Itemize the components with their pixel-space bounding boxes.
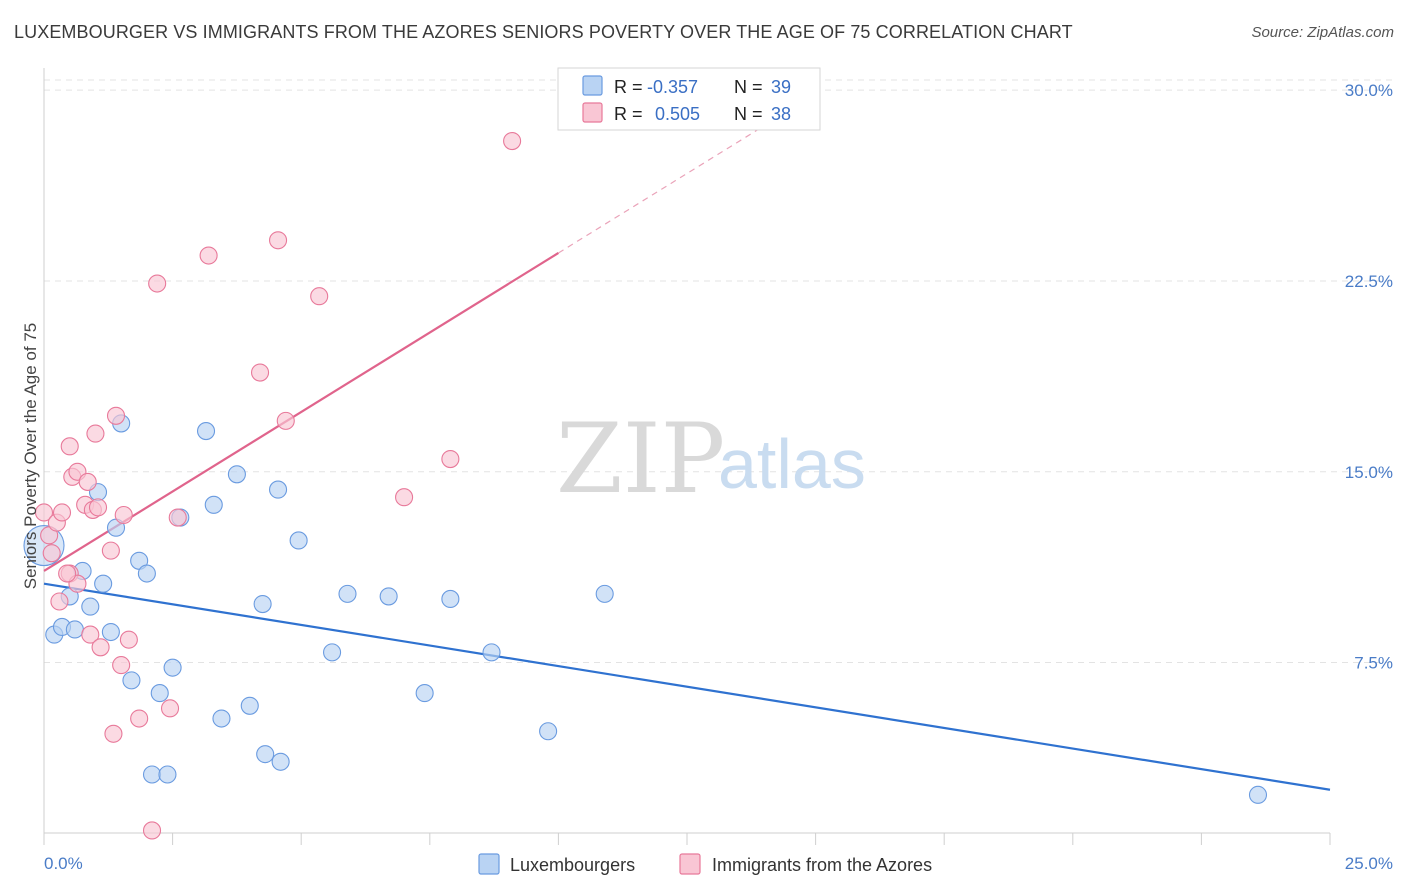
data-point-luxembourgers: [150, 684, 169, 703]
bottom-legend-swatch-azores: [679, 853, 701, 875]
legend-n-label-2: N =: [734, 104, 763, 124]
watermark: ZIP atlas: [556, 403, 866, 515]
data-point-luxembourgers: [539, 722, 558, 741]
data-point-luxembourgers: [253, 594, 272, 614]
data-point-azores: [142, 821, 162, 840]
axes-layer: [43, 68, 1331, 845]
data-point-luxembourgers: [212, 709, 231, 728]
data-point-luxembourgers: [163, 658, 182, 677]
data-point-azores: [199, 246, 218, 265]
data-point-azores: [50, 592, 69, 611]
data-point-luxembourgers: [441, 589, 460, 609]
bottom-legend: Luxembourgers Immigrants from the Azores: [478, 853, 932, 875]
trend-line-extension: [558, 125, 765, 254]
data-point-luxembourgers: [289, 531, 308, 550]
data-point-luxembourgers: [482, 643, 501, 662]
data-point-luxembourgers: [269, 480, 288, 499]
data-point-azores: [114, 505, 133, 525]
y-tick-label: 30.0%: [1345, 81, 1393, 100]
source-credit: Source: ZipAtlas.com: [1251, 24, 1394, 41]
data-point-azores: [86, 424, 105, 443]
y-tick-label: 15.0%: [1345, 463, 1393, 482]
data-point-azores: [60, 437, 79, 456]
data-point-azores: [91, 638, 110, 657]
data-point-azores: [58, 564, 77, 583]
data-point-azores: [104, 724, 123, 743]
legend-r-value-2: 0.505: [655, 104, 700, 124]
x-tick-label: 25.0%: [1345, 854, 1393, 873]
data-point-azores: [34, 503, 54, 522]
legend-r-label-1: R =: [614, 77, 643, 97]
data-point-luxembourgers: [323, 643, 342, 662]
stats-legend: R = -0.357 N = 39 R = 0.505 N = 38: [557, 67, 821, 131]
data-point-luxembourgers: [1248, 785, 1268, 804]
data-point-luxembourgers: [65, 620, 84, 639]
data-point-azores: [106, 406, 126, 425]
data-point-azores: [276, 411, 295, 430]
trend-line-luxembourgers: [43, 582, 1331, 791]
data-point-azores: [250, 363, 270, 382]
data-point-azores: [101, 541, 120, 560]
grid-layer: [44, 79, 1394, 664]
data-point-luxembourgers: [338, 584, 357, 603]
legend-swatch-azores: [582, 102, 603, 123]
data-point-azores: [130, 709, 149, 728]
ticks-layer: 7.5% 15.0% 22.5% 30.0% 0.0% 25.0%: [44, 81, 1393, 873]
y-tick-label: 22.5%: [1345, 272, 1393, 291]
data-point-azores: [112, 656, 131, 675]
data-point-azores: [160, 699, 180, 718]
legend-r-value-1: -0.357: [647, 77, 698, 97]
data-point-luxembourgers: [256, 745, 275, 764]
data-point-luxembourgers: [379, 587, 398, 606]
data-point-luxembourgers: [240, 696, 259, 715]
data-point-azores: [310, 287, 329, 306]
x-tick-label: 0.0%: [44, 854, 83, 873]
data-point-azores: [395, 488, 414, 507]
data-point-luxembourgers: [595, 584, 614, 603]
data-point-luxembourgers: [137, 564, 156, 583]
data-point-azores: [81, 625, 100, 644]
data-point-azores: [52, 503, 72, 522]
y-axis-label: Seniors Poverty Over the Age of 75: [21, 323, 40, 589]
data-point-luxembourgers: [204, 495, 223, 514]
y-tick-label: 7.5%: [1354, 654, 1393, 673]
points-layer: [23, 132, 1268, 840]
data-point-luxembourgers: [122, 671, 141, 690]
watermark-atlas: atlas: [718, 425, 866, 503]
data-point-azores: [88, 498, 108, 517]
legend-n-value-2: 38: [771, 104, 791, 124]
data-point-luxembourgers: [81, 597, 100, 616]
data-point-azores: [42, 544, 61, 563]
data-point-azores: [168, 508, 187, 527]
data-point-azores: [441, 449, 460, 469]
data-point-luxembourgers: [142, 765, 162, 784]
data-point-azores: [503, 132, 522, 151]
data-point-luxembourgers: [227, 465, 246, 484]
legend-swatch-luxembourgers: [582, 75, 603, 96]
data-point-luxembourgers: [101, 622, 120, 642]
data-point-azores: [119, 630, 138, 649]
chart-title: LUXEMBOURGER VS IMMIGRANTS FROM THE AZOR…: [14, 22, 1073, 42]
legend-r-label-2: R =: [614, 104, 643, 124]
bottom-legend-label-luxembourgers: Luxembourgers: [510, 855, 635, 875]
legend-n-value-1: 39: [771, 77, 791, 97]
data-point-luxembourgers: [196, 422, 216, 441]
data-point-azores: [148, 274, 167, 293]
bottom-legend-swatch-luxembourgers: [478, 853, 500, 875]
data-point-luxembourgers: [415, 684, 434, 703]
bottom-legend-label-azores: Immigrants from the Azores: [712, 855, 932, 875]
data-point-luxembourgers: [271, 752, 290, 771]
data-point-luxembourgers: [158, 765, 177, 784]
data-point-azores: [78, 472, 97, 491]
legend-n-label-1: N =: [734, 77, 763, 97]
data-point-luxembourgers: [94, 574, 113, 593]
watermark-zip: ZIP: [556, 403, 725, 515]
data-point-azores: [269, 231, 288, 250]
